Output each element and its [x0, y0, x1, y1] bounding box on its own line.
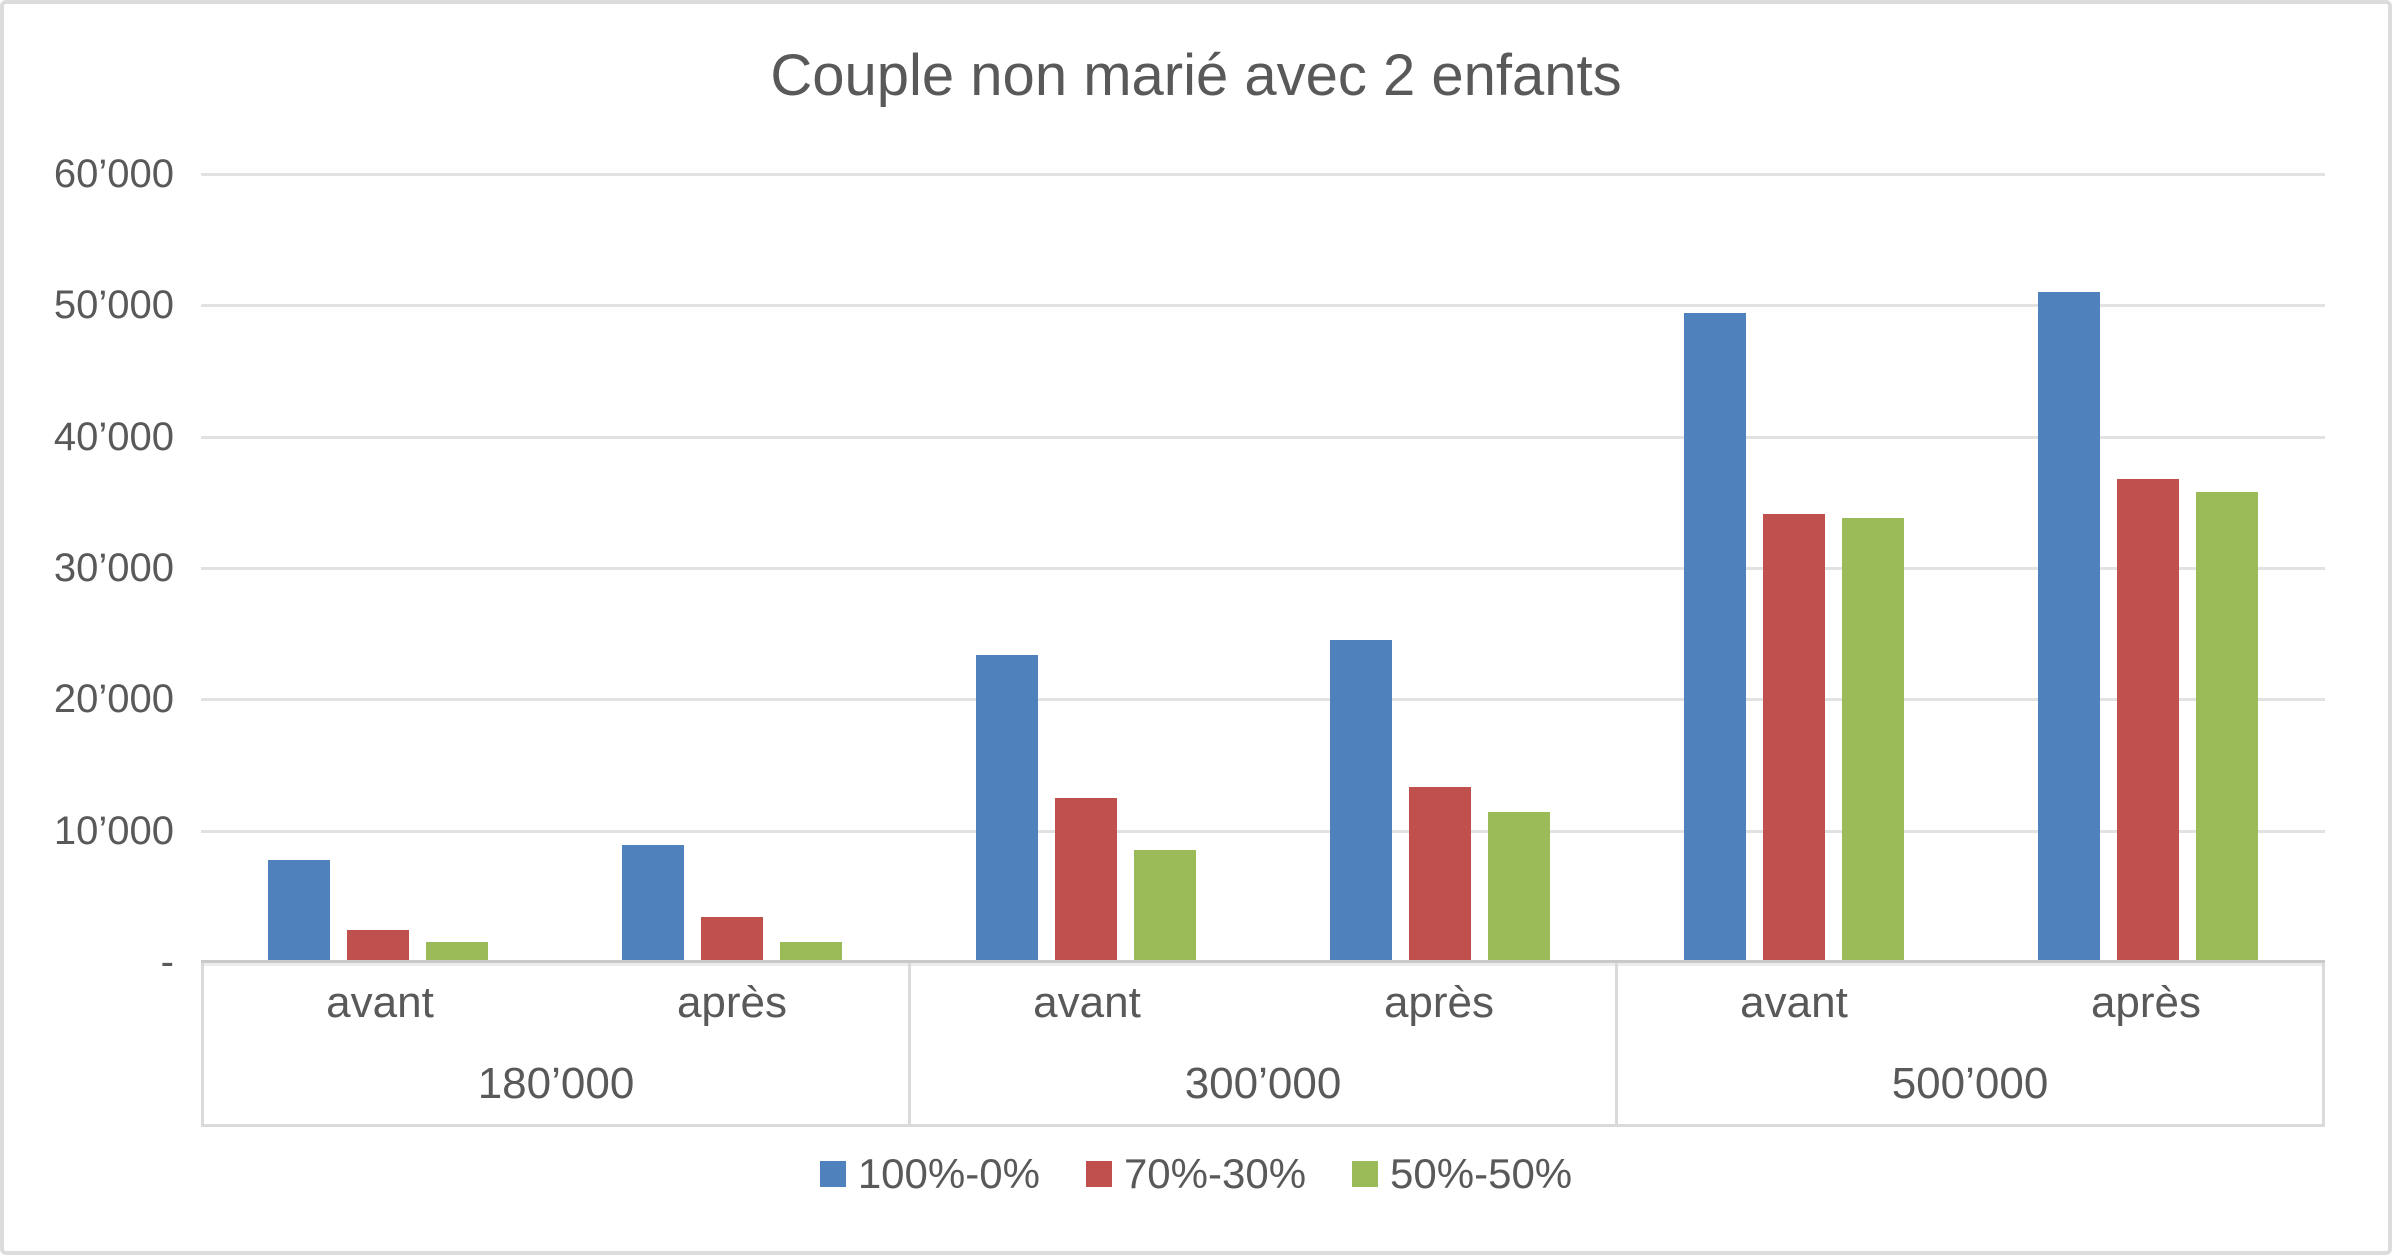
legend-item-1: 70%-30%	[1085, 1150, 1307, 1198]
bar-cell-0-avant	[201, 174, 555, 962]
bar-series0-group2-après	[2038, 292, 2100, 962]
axis-group-0: avant après 180’000	[204, 963, 911, 1124]
subcategory-label-après-0: après	[676, 978, 788, 1028]
bar-series1-group1-après	[1409, 787, 1471, 962]
subcategory-row: avant après	[911, 963, 1615, 1044]
bar-series0-group1-après	[1330, 640, 1392, 962]
subcategory-label-avant-0: avant	[326, 978, 434, 1028]
bar-group-0	[201, 174, 909, 962]
group-label-0: 180’000	[477, 1058, 635, 1108]
y-tick-0: -	[160, 940, 174, 984]
group-label-2: 500’000	[1891, 1058, 2049, 1108]
group-label-1: 300’000	[1184, 1058, 1342, 1108]
subcategory-label-avant-2: avant	[1740, 978, 1848, 1028]
bar-series0-group2-avant	[1684, 313, 1746, 962]
bar-series0-group0-après	[622, 845, 684, 962]
bar-series2-group1-avant	[1134, 850, 1196, 962]
gridline-20000	[201, 698, 2325, 702]
subcategory-label-après-2: après	[2090, 978, 2202, 1028]
category-axis: avant après 180’000 avant après 300’000 avant a…	[201, 963, 2325, 1127]
subcategory-label-après-1: après	[1383, 978, 1495, 1028]
legend-label-2: 50%-50%	[1390, 1150, 1573, 1197]
plot-area	[201, 174, 2325, 962]
y-tick-30000: 30’000	[53, 546, 174, 590]
bar-series2-group1-après	[1488, 812, 1550, 962]
gridline-50000	[201, 304, 2325, 308]
bar-cell-1-avant	[909, 174, 1263, 962]
bar-series1-group0-avant	[347, 930, 409, 962]
axis-group-1: avant après 300’000	[911, 963, 1618, 1124]
chart-title: Couple non marié avec 2 enfants	[770, 43, 1622, 108]
legend-swatch-0	[819, 1161, 846, 1187]
y-tick-10000: 10’000	[53, 808, 174, 853]
bar-series0-group1-avant	[976, 655, 1038, 962]
y-tick-60000: 60’000	[53, 152, 174, 196]
bar-series1-group2-après	[2117, 479, 2179, 962]
subcategory-label-avant-1: avant	[1033, 978, 1141, 1028]
gridline-40000	[201, 435, 2325, 439]
bar-series1-group2-avant	[1763, 514, 1825, 962]
bar-group-1	[909, 174, 1617, 962]
bar-cell-2-après	[1971, 174, 2325, 962]
y-tick-20000: 20’000	[53, 677, 174, 722]
bar-cell-1-après	[1263, 174, 1617, 962]
legend: 100%-0% 70%-30% 50%-50%	[4, 1142, 2388, 1206]
gridline-30000	[201, 567, 2325, 570]
bar-series2-group2-avant	[1842, 518, 1904, 962]
legend-label-0: 100%-0%	[857, 1150, 1040, 1197]
bar-cell-2-avant	[1617, 174, 1971, 962]
axis-group-2: avant après 500’000	[1618, 963, 2322, 1124]
legend-label-1: 70%-30%	[1123, 1150, 1307, 1197]
bar-series1-group1-avant	[1055, 798, 1117, 962]
bar-group-2	[1617, 174, 2325, 962]
x-axis-line	[201, 960, 2325, 963]
bar-series2-group0-après	[780, 942, 842, 962]
legend-swatch-1	[1085, 1161, 1112, 1187]
gridline-10000	[201, 829, 2325, 833]
legend-item-2: 50%-50%	[1352, 1150, 1572, 1198]
bar-series2-group0-avant	[426, 942, 488, 962]
y-tick-50000: 50’000	[53, 283, 174, 328]
legend-swatch-2	[1352, 1161, 1379, 1187]
subcategory-row: avant après	[1618, 963, 2322, 1044]
bar-series1-group0-après	[701, 917, 763, 962]
gridline-60000	[201, 173, 2325, 176]
subcategory-row: avant après	[204, 963, 908, 1044]
legend-item-0: 100%-0%	[819, 1150, 1040, 1198]
y-tick-40000: 40’000	[53, 414, 174, 459]
bar-series2-group2-après	[2196, 492, 2258, 962]
bar-cell-0-après	[555, 174, 909, 962]
bar-series0-group0-avant	[268, 860, 330, 962]
